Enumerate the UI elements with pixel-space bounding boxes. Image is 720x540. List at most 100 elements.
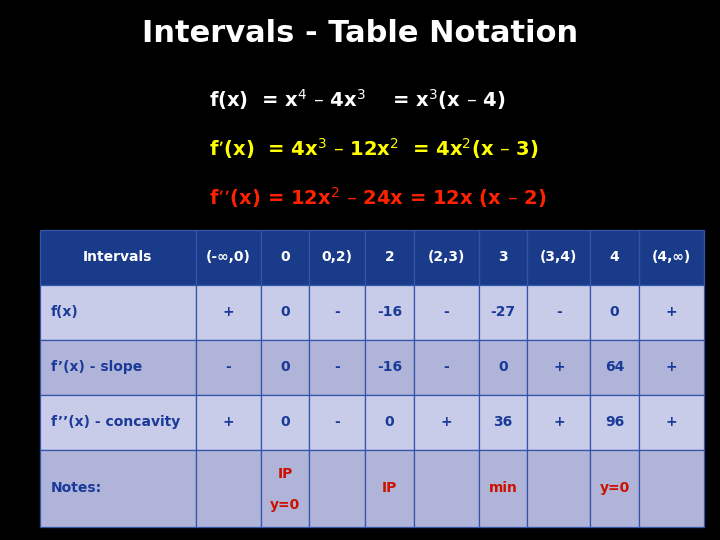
Bar [527,230,590,285]
Text: Intervals - Table Notation: Intervals - Table Notation [142,19,578,48]
Bar [365,340,413,395]
Text: -: - [334,360,340,374]
Bar [479,230,527,285]
Text: f’’(x) - concavity: f’’(x) - concavity [50,415,180,429]
Bar [261,340,310,395]
Bar [365,285,413,340]
Bar [310,230,365,285]
Bar [639,395,704,449]
Bar [413,285,479,340]
Bar [40,395,196,449]
Bar [196,285,261,340]
Text: 96: 96 [605,415,624,429]
Text: -: - [334,415,340,429]
Bar [413,395,479,449]
Text: 3: 3 [498,250,508,264]
Bar [196,395,261,449]
Bar [639,230,704,285]
Text: 0: 0 [281,415,290,429]
Text: y=0: y=0 [270,498,300,512]
Bar [479,449,527,526]
Text: 4: 4 [610,250,619,264]
Text: Notes:: Notes: [50,481,102,495]
Text: (4,∞): (4,∞) [652,250,691,264]
Text: 0: 0 [281,250,290,264]
Text: f(x): f(x) [50,305,78,319]
Bar [261,285,310,340]
Text: IP: IP [382,481,397,495]
Bar [479,340,527,395]
Text: 64: 64 [605,360,624,374]
Text: 36: 36 [493,415,513,429]
Text: 0: 0 [384,415,394,429]
Text: -: - [444,360,449,374]
Bar [310,395,365,449]
Text: -: - [556,305,562,319]
Bar [310,285,365,340]
Text: 0: 0 [610,305,619,319]
Text: -27: -27 [490,305,516,319]
Bar [310,340,365,395]
Bar [261,395,310,449]
Text: +: + [665,415,678,429]
Text: 0: 0 [281,360,290,374]
Bar [196,449,261,526]
Bar [479,395,527,449]
Bar [527,449,590,526]
Bar [365,449,413,526]
Bar [527,340,590,395]
Text: 2: 2 [384,250,395,264]
Text: Intervals: Intervals [83,250,153,264]
Bar [590,340,639,395]
Bar [365,230,413,285]
Bar [261,230,310,285]
Bar [40,340,196,395]
Bar [639,449,704,526]
Text: (3,4): (3,4) [540,250,577,264]
Bar [40,230,196,285]
Bar [590,395,639,449]
Text: 0,2): 0,2) [322,250,353,264]
Text: f’(x) - slope: f’(x) - slope [50,360,142,374]
Text: (2,3): (2,3) [428,250,465,264]
Bar [196,340,261,395]
Text: -16: -16 [377,305,402,319]
Bar [413,340,479,395]
Bar [527,285,590,340]
Text: f’’(x) = 12x$^2$ – 24x = 12x (x – 2): f’’(x) = 12x$^2$ – 24x = 12x (x – 2) [209,185,546,210]
Bar [196,230,261,285]
Text: -: - [444,305,449,319]
Bar [365,395,413,449]
Text: 0: 0 [281,305,290,319]
Text: (-∞,0): (-∞,0) [206,250,251,264]
Text: IP: IP [278,467,293,481]
Bar [261,449,310,526]
Text: -: - [334,305,340,319]
Bar [527,395,590,449]
Text: +: + [222,415,234,429]
Bar [413,230,479,285]
Bar [40,285,196,340]
Text: min: min [489,481,518,495]
Bar [40,449,196,526]
Bar [590,285,639,340]
Text: -: - [225,360,231,374]
Bar [639,340,704,395]
Text: +: + [441,415,452,429]
Text: +: + [665,305,678,319]
Bar [479,285,527,340]
Bar [310,449,365,526]
Text: f(x)  = x$^4$ – 4x$^3$    = x$^3$(x – 4): f(x) = x$^4$ – 4x$^3$ = x$^3$(x – 4) [209,87,505,112]
Bar [590,230,639,285]
Bar [590,449,639,526]
Text: f’(x)  = 4x$^3$ – 12x$^2$  = 4x$^2$(x – 3): f’(x) = 4x$^3$ – 12x$^2$ = 4x$^2$(x – 3) [209,136,539,161]
Text: +: + [553,360,564,374]
Text: 0: 0 [498,360,508,374]
Text: +: + [222,305,234,319]
Text: -16: -16 [377,360,402,374]
Text: +: + [553,415,564,429]
Bar [639,285,704,340]
Text: +: + [665,360,678,374]
Bar [413,449,479,526]
Text: y=0: y=0 [600,481,630,495]
